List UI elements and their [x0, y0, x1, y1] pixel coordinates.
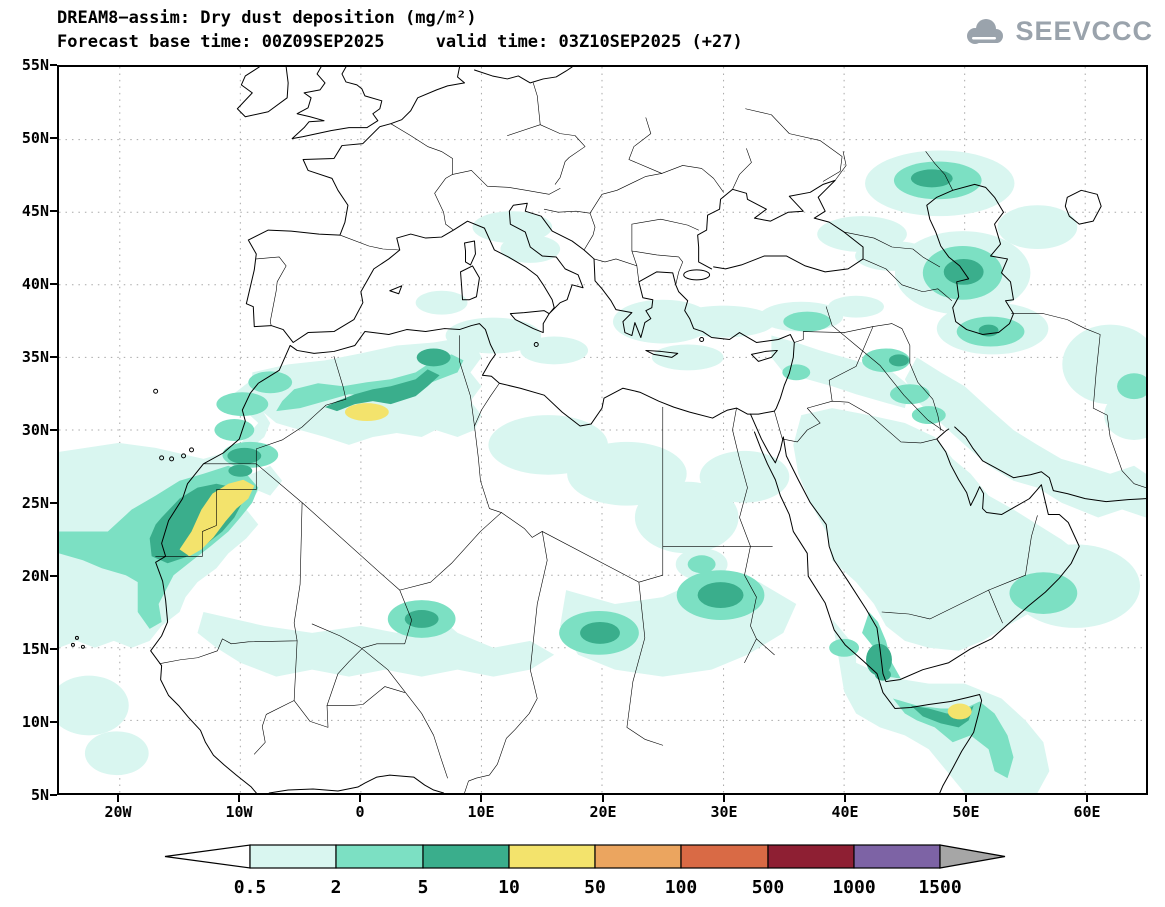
logo-text: SEEVCCC [1015, 16, 1153, 46]
y-tick-15n: 15N [0, 640, 57, 658]
y-tick-20n: 20N [0, 567, 57, 585]
x-tick-20e: 20E [568, 794, 638, 821]
legend-label: 50 [584, 877, 606, 898]
y-tick-35n: 35N [0, 348, 57, 366]
colorbar-low-arrow [164, 844, 251, 869]
seevccc-logo: SEEVCCC [962, 16, 1153, 47]
x-tick-60e: 60E [1052, 794, 1122, 821]
dust-shading-level4 [179, 403, 972, 720]
y-tick-40n: 40N [0, 275, 57, 293]
x-tick-20w: 20W [83, 794, 153, 821]
x-tick-10e: 10E [446, 794, 516, 821]
y-tick-45n: 45N [0, 202, 57, 220]
legend-label: 10 [498, 877, 520, 898]
x-tick-50e: 50E [931, 794, 1001, 821]
chart-titles: DREAM8−assim: Dry dust deposition (mg/m²… [57, 6, 743, 54]
legend-label: 1500 [918, 877, 961, 898]
y-tick-5n: 5N [0, 786, 57, 804]
y-tick-10n: 10N [0, 713, 57, 731]
x-tick-40e: 40E [810, 794, 880, 821]
cloud-icon [967, 18, 1004, 44]
y-tick-55n: 55N [0, 56, 57, 74]
dust-shading-level2 [59, 161, 1146, 779]
chart-subtitle: Forecast base time: 00Z09SEP2025 valid t… [57, 32, 743, 52]
x-tick-0: 0 [325, 794, 395, 821]
y-tick-50n: 50N [0, 129, 57, 147]
colorbar: 0.5 2 5 10 50 100 500 1000 1500 [164, 844, 1006, 898]
map-frame [57, 65, 1148, 795]
map-canvas [59, 67, 1146, 793]
legend-label: 100 [665, 877, 698, 898]
chart-title: DREAM8−assim: Dry dust deposition (mg/m²… [57, 8, 477, 28]
legend-label: 2 [331, 877, 342, 898]
x-tick-30e: 30E [689, 794, 759, 821]
legend-label: 500 [752, 877, 785, 898]
y-tick-30n: 30N [0, 421, 57, 439]
legend-label: 1000 [832, 877, 875, 898]
y-tick-25n: 25N [0, 494, 57, 512]
coastlines [70, 67, 1146, 793]
legend-label: 5 [418, 877, 429, 898]
legend-label: 0.5 [234, 877, 267, 898]
colorbar-high-arrow [939, 844, 1006, 869]
country-borders [155, 82, 1146, 793]
x-tick-10w: 10W [204, 794, 274, 821]
